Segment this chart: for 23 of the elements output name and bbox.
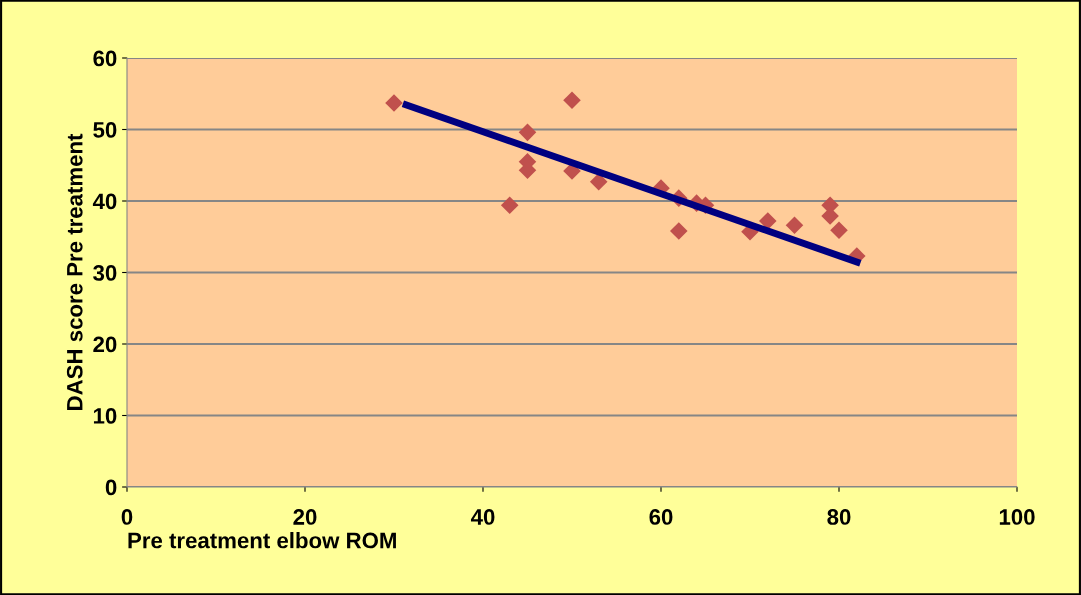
- y-tick-label: 0: [105, 479, 117, 496]
- y-tick-label: 20: [93, 336, 117, 353]
- y-axis-title: DASH score Pre treatment: [66, 133, 83, 410]
- point: [563, 91, 581, 109]
- x-tick-label: 40: [470, 509, 495, 525]
- point: [759, 212, 777, 230]
- point: [500, 196, 519, 215]
- y-tick-label: 30: [93, 265, 117, 281]
- y-tick-label: 60: [93, 50, 117, 67]
- y-tick-label: 10: [93, 408, 117, 424]
- x-tick-label: 80: [827, 509, 851, 525]
- point: [785, 216, 804, 235]
- y-tick-label: 50: [93, 122, 117, 138]
- x-tick-label: 100: [999, 509, 1035, 525]
- y-tick-label: 40: [92, 193, 117, 210]
- point: [385, 94, 403, 112]
- x-axis-title: Pre treatment elbow ROM: [128, 532, 396, 549]
- x-tick-label: 0: [121, 509, 133, 525]
- point: [830, 221, 848, 240]
- point: [670, 222, 688, 240]
- x-tick-label: 20: [293, 509, 317, 525]
- point: [518, 123, 537, 142]
- x-tick-label: 60: [649, 509, 673, 525]
